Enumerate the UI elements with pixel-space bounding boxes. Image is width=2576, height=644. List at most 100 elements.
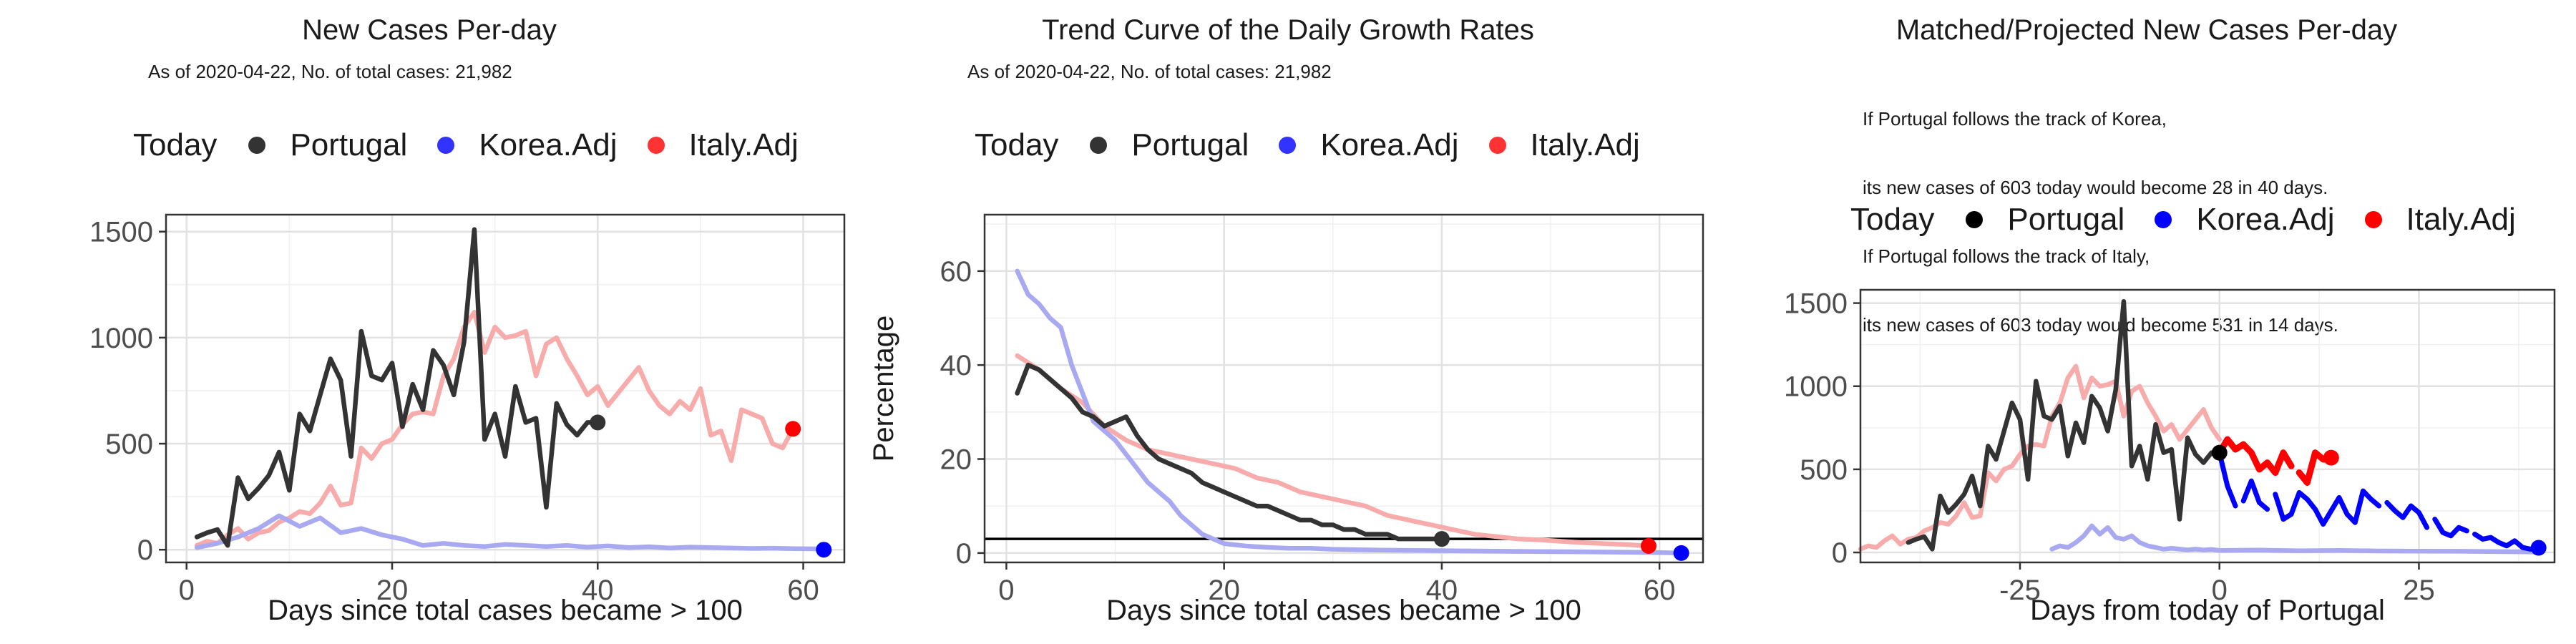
series-korea-adj-matched [2049,523,2541,555]
grid-major [1860,290,2555,562]
series-italy-adj [194,310,796,548]
chart-subtitle: As of 2020-04-22, No. of total cases: 21… [967,61,1332,82]
x-tick-label: 25 [2403,575,2435,606]
x-tick-label: 60 [787,575,819,606]
series-line [2472,532,2542,552]
series-line [2432,517,2469,539]
x-tick-label: 0 [179,575,195,606]
today-point-korea-adj [1673,545,1689,561]
y-tick-label: 500 [105,429,153,460]
today-points [590,414,832,558]
legend-key-italy [2364,211,2382,228]
legend-title: Today [133,127,218,162]
legend-label-korea: Korea.Adj [2196,202,2335,237]
x-tick-label: 40 [1426,575,1458,606]
subtitle-line: If Portugal follows the track of Italy, [1863,245,2150,267]
series-line [2216,436,2295,477]
today-point-italy-adj [1640,538,1657,555]
plot-border [983,213,1704,564]
x-axis-label: Days since total cases became > 100 [268,595,743,626]
chart-title: New Cases Per-day [302,14,557,46]
series-italy-adj-projected [2216,436,2335,486]
grid-minor [1860,290,2555,562]
x-tick-label: 0 [2212,575,2228,606]
y-tick-label: 500 [1800,454,1848,486]
legend-key-korea [437,137,455,154]
panel-new-cases: New Cases Per-day As of 2020-04-22, No. … [0,0,859,644]
x-axis-label: Days since total cases became > 100 [1106,595,1581,626]
legend-key-portugal [1966,211,1984,228]
panel-growth-rates: Trend Curve of the Daily Growth Rates As… [859,0,1717,644]
series-line [1015,268,1684,556]
y-tick-label: 0 [956,538,972,570]
legend-label-italy: Italy.Adj [2406,202,2516,237]
y-tick-label: 0 [137,535,153,566]
series-italy-adj [1015,353,1652,549]
series-portugal [1906,299,2222,552]
chart-title: Matched/Projected New Cases Per-day [1896,14,2398,46]
grid-minor [166,215,844,562]
chart-title: Trend Curve of the Daily Growth Rates [1042,14,1534,46]
chart-subtitle: As of 2020-04-22, No. of total cases: 21… [148,61,512,82]
y-tick-label: 0 [1832,537,1848,569]
series-korea-adj [1015,268,1684,556]
y-tick-label: 20 [940,444,972,476]
legend-label-italy: Italy.Adj [1530,127,1640,162]
series-korea-adj [194,513,826,552]
series-line [2049,523,2541,555]
y-axis-label: Percentage [868,316,899,462]
x-tick-label: 20 [376,575,409,606]
x-axis-label: Days from today of Portugal [2030,595,2385,626]
series-line [2273,488,2382,527]
today-point-italy-adj [785,421,801,437]
y-tick-label: 1500 [89,217,153,248]
axes: 0 20 40 60 0 20 40 60 [940,256,1676,606]
legend-label-italy: Italy.Adj [688,127,799,162]
series-portugal [194,227,600,548]
series-line [194,310,796,548]
series-portugal [1015,362,1445,542]
legend: Today Portugal Korea.Adj Italy.Adj [133,127,829,163]
today-point-italy-adj [2323,449,2339,466]
legend-title: Today [975,127,1059,162]
legend-key-italy [647,137,665,154]
series-line [194,513,826,552]
series-line [2384,499,2430,530]
x-tick-label: 40 [582,575,614,606]
legend-key-korea [1279,137,1297,154]
panel-matched-projected: Matched/Projected New Cases Per-day If P… [1717,0,2576,644]
y-tick-label: 60 [940,256,972,288]
y-tick-label: 1000 [89,323,153,354]
series-line [194,227,600,548]
legend-key-korea [2155,211,2172,228]
axes: 0 20 40 60 0 500 1000 1500 [89,217,819,606]
x-tick-label: 60 [1644,575,1676,606]
series-line [2240,478,2270,512]
series-line [1015,362,1445,542]
legend-key-portugal [248,137,266,154]
chart-plot: 0 20 40 60 0 20 40 60 Days since total cases bec… [868,213,1704,626]
today-point-portugal [590,414,606,431]
subtitle-line: its new cases of 603 today would become … [1863,314,2338,336]
y-tick-label: 1000 [1784,371,1848,403]
chart-subtitle: If Portugal follows the track of Korea, … [1863,62,2338,382]
y-tick-label: 40 [940,350,972,381]
legend-label-portugal: Portugal [1131,127,1249,162]
legend: Today Portugal Korea.Adj Italy.Adj [975,127,1670,163]
plot-border [1859,288,2556,564]
series-korea-adj-projected [2217,450,2542,552]
legend-label-korea: Korea.Adj [1320,127,1459,162]
subtitle-line: If Portugal follows the track of Korea, [1863,108,2167,130]
y-tick-label: 1500 [1784,288,1848,320]
today-points [2211,444,2547,556]
legend-label-korea: Korea.Adj [479,127,618,162]
x-tick-label: 20 [1208,575,1240,606]
x-tick-label: -25 [1999,575,2041,606]
legend-key-portugal [1090,137,1108,154]
series-italy-adj-matched [1858,364,2222,552]
legend: Today Portugal Korea.Adj Italy.Adj [1850,202,2546,238]
series-line [1015,353,1652,549]
